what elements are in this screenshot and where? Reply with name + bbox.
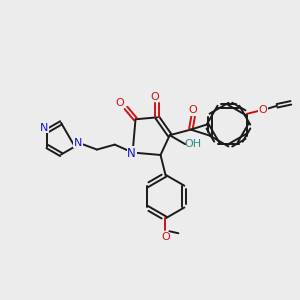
Text: O: O [189, 105, 198, 115]
Text: N: N [127, 147, 136, 160]
Text: O: O [259, 105, 268, 115]
Text: N: N [40, 123, 49, 133]
Text: O: O [150, 92, 159, 102]
Text: N: N [74, 138, 82, 148]
Text: OH: OH [184, 139, 202, 149]
Text: O: O [161, 232, 170, 242]
Text: O: O [116, 98, 124, 108]
